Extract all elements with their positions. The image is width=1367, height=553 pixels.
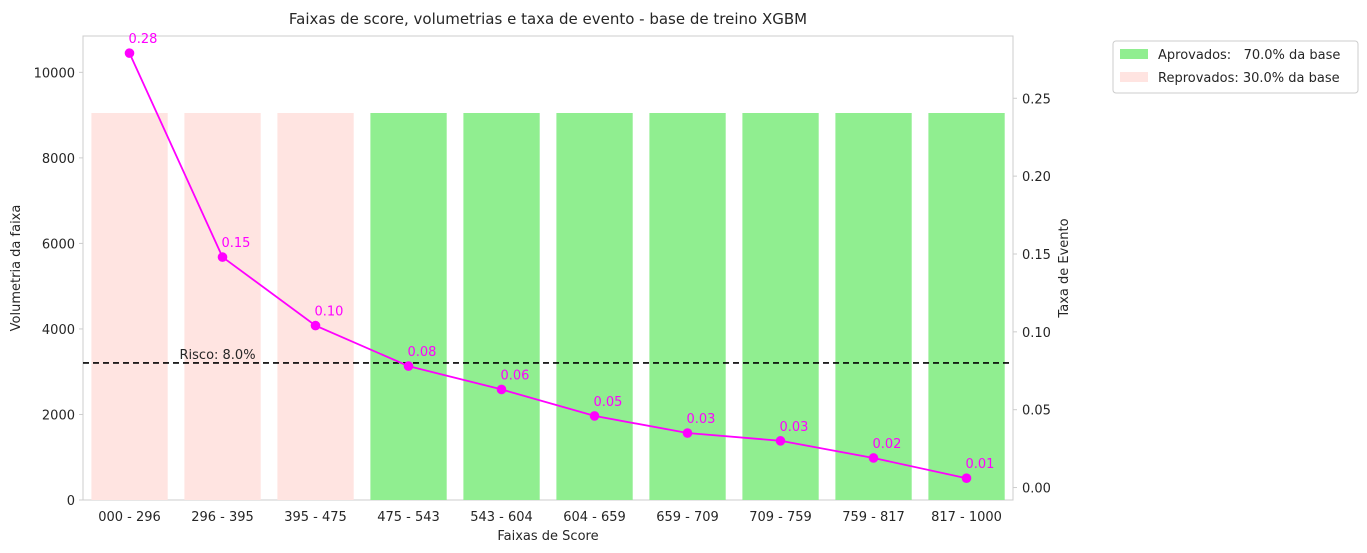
x-axis-title: Faixas de Score [497, 529, 598, 544]
event-rate-label: 0.02 [873, 437, 902, 452]
event-rate-point [403, 361, 414, 371]
right-axis-ticks: 0.00 0.05 0.10 0.15 0.20 0.25 [1013, 92, 1051, 497]
bar-000-296 [91, 113, 168, 500]
x-tick-label: 817 - 1000 [931, 510, 1002, 525]
event-rate-point [217, 252, 228, 262]
legend-swatch-reprovados [1120, 72, 1148, 82]
event-rate-point [682, 428, 693, 438]
bar-296-395 [184, 113, 261, 500]
y-tick-label: 4000 [42, 323, 75, 338]
y-tick-label: 8000 [42, 152, 75, 167]
x-tick-label: 659 - 709 [656, 510, 719, 525]
event-rate-point [868, 453, 879, 463]
x-tick-label: 604 - 659 [563, 510, 626, 525]
x-tick-label: 759 - 817 [842, 510, 905, 525]
x-tick-label: 543 - 604 [470, 510, 533, 525]
x-axis-ticks: 000 - 296 296 - 395 395 - 475 475 - 543 543 … [98, 510, 1002, 525]
event-rate-point [496, 384, 507, 395]
event-rate-label: 0.08 [408, 345, 437, 360]
event-rate-label: 0.10 [315, 305, 344, 320]
event-rate-point [775, 436, 786, 446]
event-rate-point [961, 473, 972, 484]
event-rate-label: 0.05 [594, 395, 623, 410]
event-rate-label: 0.01 [966, 457, 995, 472]
y-tick-label: 0 [67, 494, 75, 509]
legend-label-aprovados: Aprovados: 70.0% da base [1158, 48, 1340, 63]
x-tick-label: 395 - 475 [284, 510, 347, 525]
y2-tick-label: 0.15 [1022, 248, 1051, 263]
y2-tick-label: 0.25 [1022, 92, 1051, 107]
legend-frame [1112, 40, 1359, 94]
chart-title: Faixas de score, volumetrias e taxa de e… [289, 10, 807, 28]
event-rate-point [310, 320, 321, 331]
x-tick-label: 000 - 296 [98, 510, 161, 525]
legend: Aprovados: 70.0% da base Reprovados: 30.… [1112, 40, 1359, 94]
legend-label-reprovados: Reprovados: 30.0% da base [1158, 71, 1340, 86]
risk-reference-line: Risco: 8.0% [83, 348, 1013, 364]
event-rate-point [124, 48, 135, 58]
y-tick-label: 2000 [42, 408, 75, 423]
bar-659-709 [649, 113, 726, 500]
event-rate-line [128, 52, 967, 480]
event-rate-label: 0.03 [780, 420, 809, 435]
bar-475-543 [370, 113, 447, 500]
y2-tick-label: 0.20 [1022, 170, 1051, 185]
event-rate-label: 0.15 [222, 236, 251, 251]
bars-layer [91, 113, 1005, 500]
y2-tick-label: 0.10 [1022, 326, 1051, 341]
y2-axis-title: Taxa de Evento [1057, 218, 1072, 318]
x-tick-label: 709 - 759 [749, 510, 812, 525]
bar-604-659 [556, 113, 633, 500]
y-tick-label: 10000 [34, 66, 75, 81]
left-axis-ticks: 0 2000 4000 6000 8000 10000 [34, 66, 83, 509]
event-rate-label: 0.28 [129, 32, 158, 47]
x-tick-label: 296 - 395 [191, 510, 254, 525]
y-axis-title: Volumetria da faixa [9, 205, 24, 332]
bar-543-604 [463, 113, 540, 500]
bar-759-817 [835, 113, 912, 500]
event-rate-label: 0.03 [687, 412, 716, 427]
y-tick-label: 6000 [42, 237, 75, 252]
y2-tick-label: 0.00 [1022, 482, 1051, 497]
x-tick-label: 475 - 543 [377, 510, 440, 525]
y2-tick-label: 0.05 [1022, 404, 1051, 419]
event-rate-point [589, 411, 600, 421]
risk-line-label: Risco: 8.0% [180, 348, 256, 363]
legend-swatch-aprovados [1120, 49, 1148, 59]
event-rate-series: 0.28 0.15 0.10 0.08 0.06 0.05 0.03 0.03 0.02 0.01 [124, 32, 995, 484]
bar-817-1000 [928, 113, 1005, 500]
event-rate-label: 0.06 [501, 368, 530, 383]
bar-709-759 [742, 113, 819, 500]
